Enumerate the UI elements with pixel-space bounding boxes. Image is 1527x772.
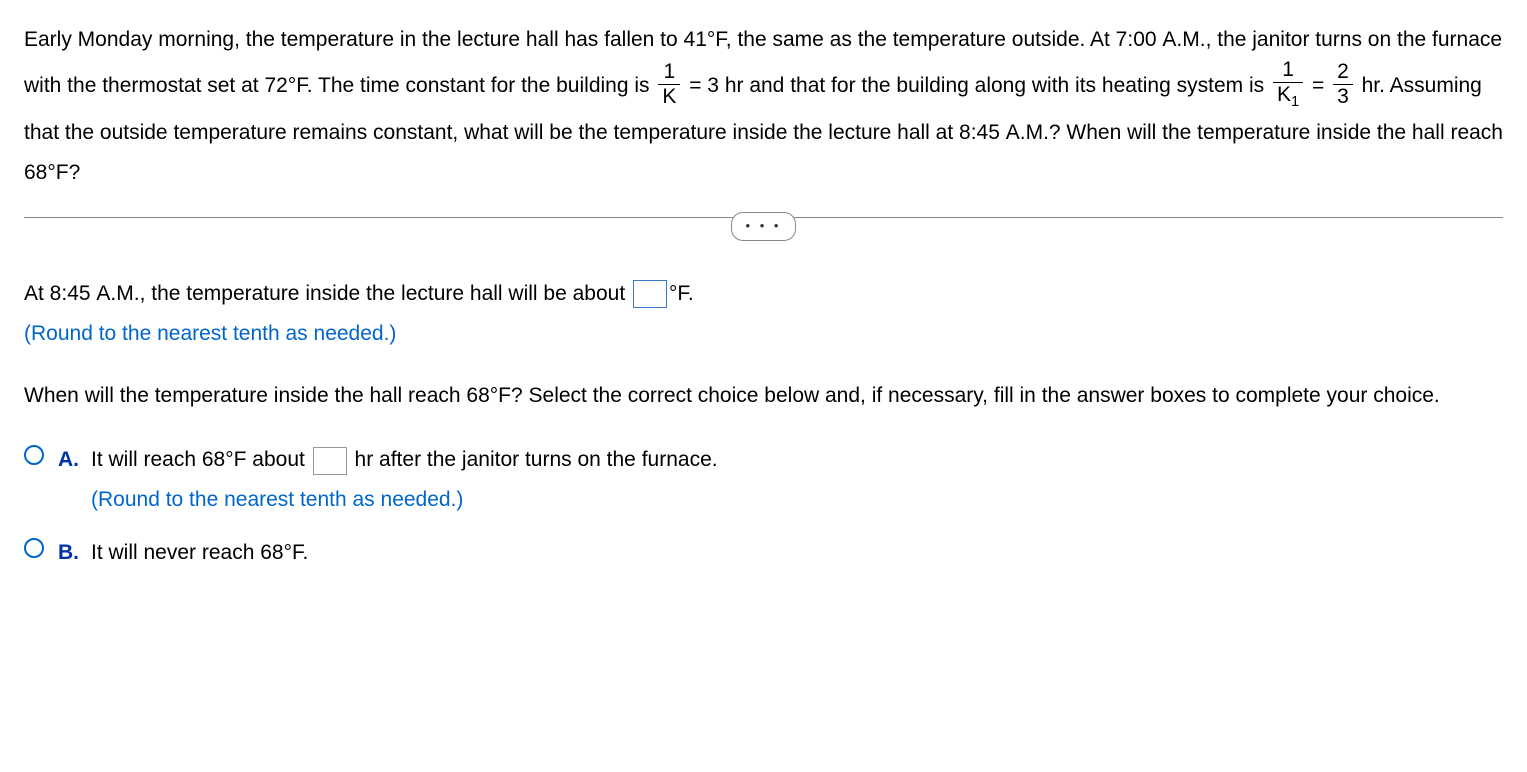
- text: At 8:45: [24, 282, 96, 305]
- text: It will never reach: [91, 541, 260, 564]
- fraction-2-over-3: 23: [1333, 60, 1353, 109]
- am-label: A.M.: [1006, 121, 1049, 144]
- temp-initial: 41: [684, 28, 707, 51]
- denominator: K1: [1273, 82, 1303, 111]
- answer-input-temperature[interactable]: [633, 280, 667, 308]
- text: ? When will the temperature inside the h…: [1049, 121, 1503, 144]
- subscript: 1: [1291, 94, 1299, 110]
- choice-a-label: A.: [58, 440, 79, 480]
- question-1: At 8:45 A.M., the temperature inside the…: [24, 274, 1503, 354]
- numerator: 2: [1333, 60, 1353, 84]
- text: F about: [234, 448, 311, 471]
- temp-target: 68: [24, 161, 47, 184]
- degree-symbol: °: [225, 448, 233, 471]
- choice-b-row: B. It will never reach 68°F.: [24, 530, 1503, 573]
- text: , the temperature inside the lecture hal…: [140, 282, 631, 305]
- temp-target: 68: [260, 541, 283, 564]
- degree-symbol: °: [288, 74, 296, 97]
- fraction-1-over-k: 1K: [658, 60, 680, 109]
- choice-b-label: B.: [58, 533, 79, 573]
- equals: =: [1306, 74, 1330, 97]
- text: It will reach: [91, 448, 202, 471]
- expand-row: • • •: [24, 206, 1503, 246]
- degree-symbol: °: [284, 541, 292, 564]
- choice-b-body: It will never reach 68°F.: [91, 533, 1503, 573]
- rounding-hint: (Round to the nearest tenth as needed.): [91, 480, 1503, 520]
- temp-target: 68: [202, 448, 225, 471]
- am-label: A.M.: [1162, 28, 1205, 51]
- radio-choice-b[interactable]: [24, 538, 44, 558]
- text: F.: [292, 541, 308, 564]
- numerator: 1: [658, 60, 680, 84]
- degree-symbol: °: [490, 384, 498, 407]
- am-label: A.M.: [96, 282, 139, 305]
- rounding-hint: (Round to the nearest tenth as needed.): [24, 314, 1503, 354]
- choice-a-row: A. It will reach 68°F about hr after the…: [24, 437, 1503, 520]
- text: Early Monday morning, the temperature in…: [24, 28, 684, 51]
- text: F? Select the correct choice below and, …: [498, 384, 1440, 407]
- degree-symbol: °: [47, 161, 55, 184]
- problem-statement: Early Monday morning, the temperature in…: [24, 20, 1503, 193]
- expand-dots-icon[interactable]: • • •: [731, 212, 797, 241]
- question-2-prompt: When will the temperature inside the hal…: [24, 376, 1503, 416]
- radio-choice-a[interactable]: [24, 445, 44, 465]
- temp-target: 68: [466, 384, 489, 407]
- text: hr after the janitor turns on the furnac…: [349, 448, 718, 471]
- answer-input-hours[interactable]: [313, 447, 347, 475]
- temp-thermostat: 72: [264, 74, 287, 97]
- text: F.: [677, 282, 693, 305]
- numerator: 1: [1273, 58, 1303, 82]
- text: F?: [56, 161, 81, 184]
- answer-choices: A. It will reach 68°F about hr after the…: [24, 437, 1503, 573]
- denominator: K: [658, 84, 680, 109]
- text: = 3 hr and that for the building along w…: [683, 74, 1270, 97]
- fraction-1-over-k1: 1K1: [1273, 58, 1303, 111]
- choice-a-body: It will reach 68°F about hr after the ja…: [91, 440, 1503, 520]
- denominator: 3: [1333, 84, 1353, 109]
- text: When will the temperature inside the hal…: [24, 384, 466, 407]
- k-var: K: [1277, 83, 1291, 106]
- text: F, the same as the temperature outside. …: [715, 28, 1162, 51]
- text: F. The time constant for the building is: [296, 74, 655, 97]
